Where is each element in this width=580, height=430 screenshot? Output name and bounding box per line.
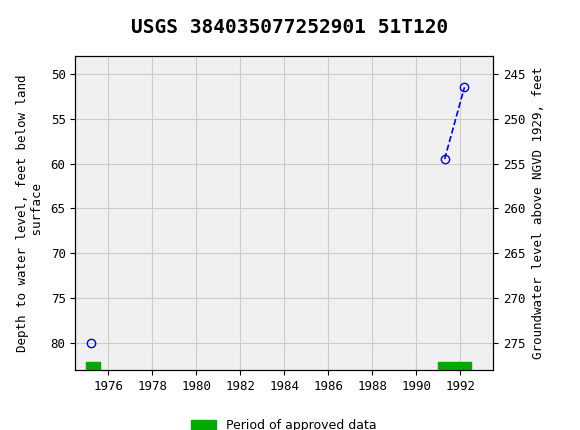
Y-axis label: Groundwater level above NGVD 1929, feet: Groundwater level above NGVD 1929, feet: [532, 67, 545, 359]
Text: ≡USGS: ≡USGS: [12, 12, 99, 31]
Text: USGS 384035077252901 51T120: USGS 384035077252901 51T120: [132, 18, 448, 37]
Legend: Period of approved data: Period of approved data: [186, 414, 382, 430]
Y-axis label: Depth to water level, feet below land
 surface: Depth to water level, feet below land su…: [16, 74, 44, 352]
